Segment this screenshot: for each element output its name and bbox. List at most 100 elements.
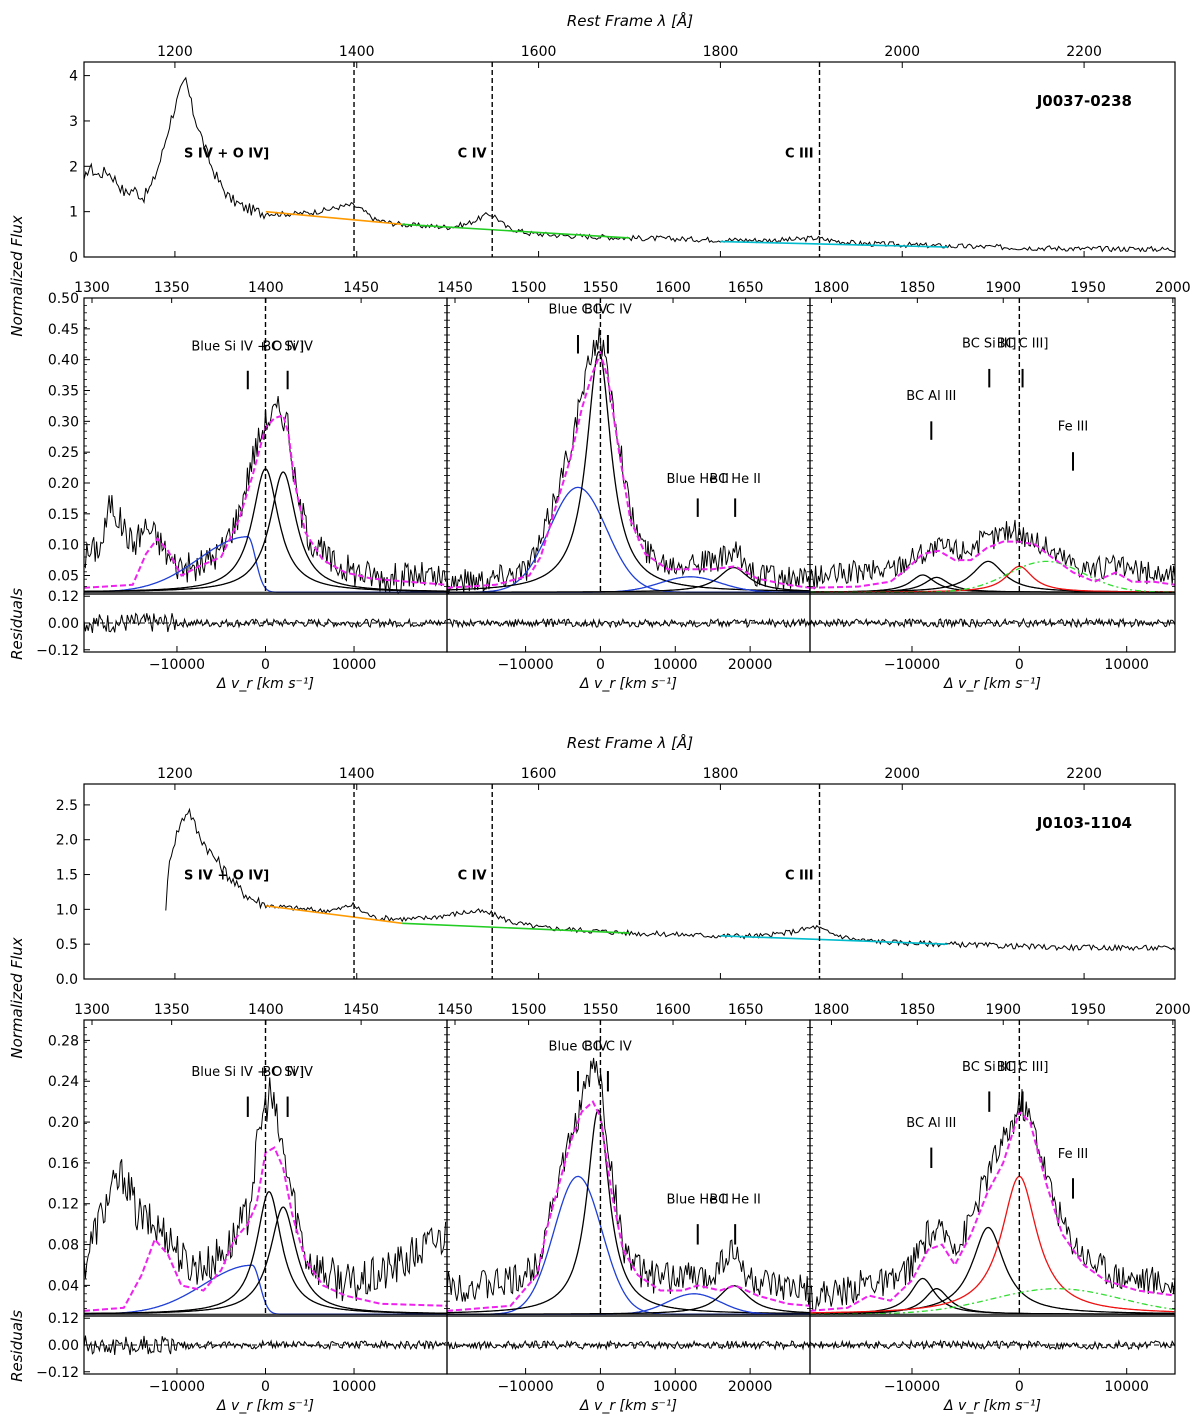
velocity-xtick-label: 10000 [332, 657, 377, 673]
continuum-segment [720, 240, 948, 248]
overview-xtick-label: 2000 [884, 44, 920, 60]
observed-spectrum-line [810, 1089, 1175, 1311]
panel-ytick-label: 0.25 [48, 445, 79, 461]
panel-ytick-label: 0.20 [48, 476, 79, 492]
panel-ytick-label: 0.40 [48, 353, 79, 369]
overview-ytick-label: 0 [69, 250, 78, 266]
component-label: Fe III [1058, 420, 1088, 435]
continuum-segment [265, 210, 403, 226]
figure-block-1: Rest Frame λ [Å]1200 1400 1600 1800 2000 2200… [8, 11, 1191, 692]
total-fit-line [810, 540, 1175, 589]
velocity-xtick-label: −10000 [884, 657, 940, 673]
top-wavelength-tick-label: 1500 [511, 280, 547, 296]
velocity-axis-label: Δ v_r [km s⁻¹] [943, 1398, 1041, 1414]
observed-spectrum-line [447, 1057, 810, 1307]
top-wavelength-tick-label: 1850 [900, 280, 936, 296]
ylabel-normalized-flux: Normalized Flux [8, 215, 26, 336]
top-wavelength-tick-label: 1300 [74, 280, 110, 296]
top-wavelength-tick-label: 1350 [154, 280, 190, 296]
component-label: BC He II [709, 472, 760, 487]
line-region-label: C IV [458, 869, 487, 884]
component-profile [447, 1109, 810, 1315]
ylabel-residuals: Residuals [8, 588, 26, 660]
top-wavelength-tick-label: 1950 [1070, 280, 1106, 296]
top-wavelength-tick-label: 1300 [74, 1002, 110, 1018]
panel-ytick-label: 0.28 [48, 1033, 79, 1049]
panel-plot-area [810, 519, 1175, 593]
fit-panel-2: 1450 1500 1550 1600 1650 −10000 0 10000 20000 Δ v… [437, 1002, 811, 1414]
overview-ytick-label: 4 [69, 69, 78, 85]
top-wavelength-tick-label: 1800 [814, 1002, 850, 1018]
top-wavelength-tick-label: 1600 [655, 280, 691, 296]
overview-xtick-label: 1400 [339, 766, 375, 782]
velocity-xtick-label: −10000 [497, 657, 553, 673]
overview-xtick-label: 1200 [157, 766, 193, 782]
component-label: Blue Si IV + O IV] [191, 1065, 304, 1080]
component-label: BC Si IV [262, 1065, 313, 1080]
velocity-xtick-label: −10000 [884, 1379, 940, 1395]
overview-ytick-label: 1 [69, 205, 78, 221]
overview-ytick-label: 2 [69, 159, 78, 175]
top-wavelength-tick-label: 1400 [248, 280, 284, 296]
overview-frame [83, 783, 1176, 980]
panel-ytick-label: 0.15 [48, 507, 79, 523]
component-label: BC Al III [906, 389, 956, 404]
velocity-xtick-label: −10000 [149, 1379, 205, 1395]
panel-ytick-label: 0.12 [48, 1197, 79, 1213]
fit-panel-frame [446, 297, 811, 595]
top-wavelength-tick-label: 1800 [814, 280, 850, 296]
component-profile [810, 1288, 1175, 1315]
velocity-xtick-label: 0 [261, 1379, 270, 1395]
panel-ytick-label: 0.35 [48, 384, 79, 400]
velocity-xtick-label: 10000 [653, 1379, 698, 1395]
ylabel-residuals: Residuals [8, 1310, 26, 1382]
overview-xtick-label: 1200 [157, 44, 193, 60]
panel-ytick-label: 0.45 [48, 322, 79, 338]
line-region-label: S IV + O IV] [184, 869, 269, 884]
top-wavelength-tick-label: 1350 [154, 1002, 190, 1018]
overview-xtick-label: 1600 [521, 766, 557, 782]
residual-ytick-label: 0.12 [48, 1311, 79, 1327]
panel-ytick-label: 0.10 [48, 538, 79, 554]
component-profile [810, 574, 1175, 593]
residual-ytick-label: 0.00 [48, 616, 79, 632]
velocity-axis-label: Δ v_r [km s⁻¹] [943, 676, 1041, 692]
panel-ytick-label: 0.05 [48, 569, 79, 585]
continuum-segment [402, 922, 630, 934]
top-wavelength-tick-label: 1650 [728, 1002, 764, 1018]
overview-spectrum-line [165, 807, 1176, 952]
fit-panel-1: 1300 1350 1400 1450 0.04 0.08 0.12 0.16 0.20 0.24… [36, 1002, 448, 1414]
object-name: J0037-0238 [1036, 92, 1132, 110]
residual-ytick-label: −0.12 [36, 643, 79, 659]
top-wavelength-tick-label: 1550 [583, 1002, 619, 1018]
overview-ytick-label: 0.0 [56, 972, 78, 988]
panel-plot-area [447, 1057, 810, 1315]
velocity-xtick-label: 0 [596, 1379, 605, 1395]
velocity-xtick-label: 0 [596, 657, 605, 673]
velocity-xtick-label: −10000 [497, 1379, 553, 1395]
top-wavelength-tick-label: 1900 [985, 280, 1021, 296]
overview-spectrum-line [83, 76, 1175, 253]
overview-xtick-label: 2200 [1066, 44, 1102, 60]
top-wavelength-tick-label: 1900 [985, 1002, 1021, 1018]
velocity-xtick-label: 10000 [1104, 657, 1149, 673]
component-label: BC Si III] [962, 336, 1016, 351]
residual-ytick-label: 0.12 [48, 589, 79, 605]
overview-ytick-label: 2.0 [56, 833, 78, 849]
residual-line [809, 617, 1176, 629]
fit-panel-1: 1300 1350 1400 1450 0.05 0.10 0.15 0.20 0.25 0.30… [36, 280, 448, 692]
total-fit-line [447, 350, 810, 589]
top-wavelength-tick-label: 1650 [728, 280, 764, 296]
top-wavelength-tick-label: 1400 [248, 1002, 284, 1018]
panel-ytick-label: 0.04 [48, 1278, 79, 1294]
continuum-segment [265, 905, 403, 925]
figure-block-2: Rest Frame λ [Å] 1200 1400 1600 1800 2000 2200… [8, 733, 1191, 1414]
overview-xtick-label: 2200 [1066, 766, 1102, 782]
component-label: BC C IV [584, 302, 632, 317]
top-axis-label: Rest Frame λ [Å] [567, 11, 693, 30]
ylabel-normalized-flux: Normalized Flux [8, 937, 26, 1058]
component-label: BC Si IV [262, 339, 313, 354]
top-wavelength-tick-label: 1850 [900, 1002, 936, 1018]
continuum-segment [402, 223, 630, 239]
top-wavelength-tick-label: 1450 [343, 1002, 379, 1018]
